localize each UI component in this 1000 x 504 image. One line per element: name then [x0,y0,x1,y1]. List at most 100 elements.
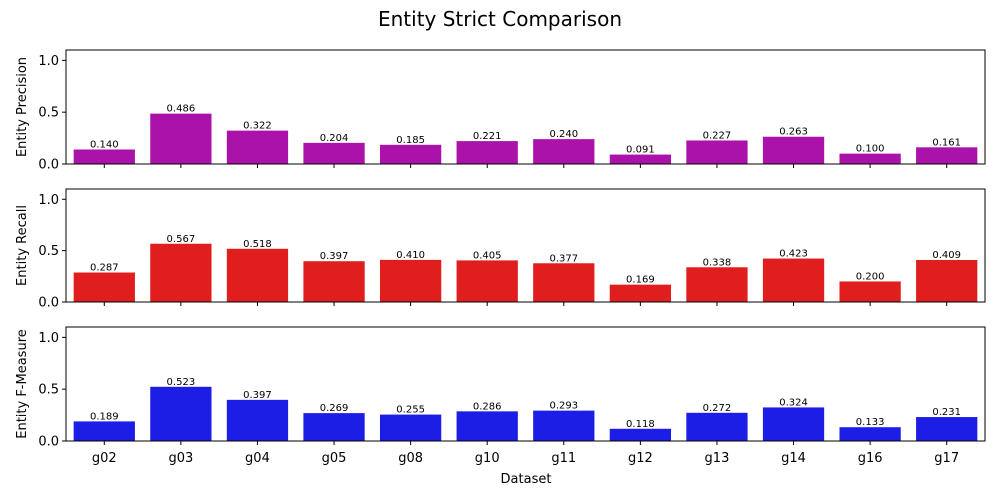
entity-precision-bar-g10 [456,141,518,164]
entity-precision-y-tick-label: 0.5 [38,106,59,121]
x-tick-label-g16: g16 [858,451,883,466]
entity-f-measure-y-axis-label: Entity F-Measure [15,329,30,439]
entity-recall-bar-g16 [839,281,901,302]
entity-f-measure-bar-g10 [456,411,518,441]
entity-recall-value-label-g03: 0.567 [167,234,196,245]
entity-recall-y-tick-label: 0.5 [38,244,59,259]
entity-recall-bar-g14 [762,258,825,302]
chart-title: Entity Strict Comparison [378,7,622,31]
entity-f-measure-bar-g13 [686,412,748,441]
entity-recall-bar-g13 [686,267,748,302]
entity-recall-bar-g04 [226,248,289,302]
entity-precision-bar-g13 [686,140,748,164]
entity-recall-y-axis-label: Entity Recall [15,205,30,286]
entity-precision-bar-g14 [762,136,825,164]
entity-f-measure-bar-g08 [379,414,442,441]
x-tick-label-g13: g13 [705,451,730,466]
x-tick-label-g04: g04 [245,451,270,466]
entity-f-measure-value-label-g17: 0.231 [932,407,961,418]
entity-f-measure-y-tick-label: 0.0 [38,435,59,450]
entity-precision-y-tick-label: 1.0 [38,54,59,69]
entity-f-measure-value-label-g04: 0.397 [243,390,272,401]
entity-f-measure-value-label-g11: 0.293 [549,401,578,412]
entity-precision-bar-g04 [226,130,289,164]
entity-precision-value-label-g12: 0.091 [626,145,655,156]
entity-precision-bar-g17 [916,147,978,164]
entity-f-measure-bar-g17 [916,417,978,441]
entity-precision-bar-g11 [533,139,595,164]
entity-recall-bar-g12 [609,284,672,302]
entity-recall-bar-g17 [916,259,978,302]
entity-f-measure-value-label-g02: 0.189 [90,411,119,422]
entity-f-measure-y-tick-label: 0.5 [38,383,59,398]
entity-precision-value-label-g14: 0.263 [779,127,808,138]
entity-recall-value-label-g05: 0.397 [320,251,349,262]
entity-f-measure-bar-g03 [150,386,212,441]
x-tick-label-g12: g12 [628,451,653,466]
entity-f-measure-bar-g11 [533,410,595,441]
x-tick-label-g05: g05 [322,451,347,466]
entity-precision-value-label-g04: 0.322 [243,121,272,132]
entity-f-measure-value-label-g08: 0.255 [396,405,425,416]
entity-f-measure-value-label-g16: 0.133 [856,417,885,428]
x-axis-label: Dataset [501,472,552,487]
entity-precision-value-label-g08: 0.185 [396,135,425,146]
entity-f-measure-bar-g05 [303,413,365,441]
entity-precision-bar-g05 [303,142,365,164]
x-tick-label-g10: g10 [475,451,500,466]
entity-recall-value-label-g04: 0.518 [243,239,272,250]
entity-recall-value-label-g11: 0.377 [549,253,578,264]
x-tick-label-g08: g08 [398,451,423,466]
entity-recall-bar-g05 [303,261,365,302]
entity-f-measure-value-label-g03: 0.523 [167,377,196,388]
entity-precision-bar-g02 [73,149,135,164]
entity-recall-bar-g03 [150,243,212,302]
entity-recall-bar-g10 [456,260,518,302]
entity-recall-y-tick-label: 0.0 [38,296,59,311]
entity-f-measure-value-label-g10: 0.286 [473,401,502,412]
entity-f-measure-bar-g16 [839,427,901,441]
entity-f-measure-bar-g12 [609,428,672,441]
entity-precision-value-label-g10: 0.221 [473,131,502,142]
entity-precision-axes-frame [65,49,986,165]
entity-recall-value-label-g10: 0.405 [473,250,502,261]
entity-precision-bar-g03 [150,113,212,164]
entity-f-measure-value-label-g14: 0.324 [779,397,808,408]
entity-f-measure-axes-frame [65,326,986,442]
entity-f-measure-y-tick-label: 1.0 [38,331,59,346]
entity-f-measure-bar-g02 [73,421,135,441]
entity-recall-value-label-g02: 0.287 [90,263,119,274]
x-tick-label-g17: g17 [934,451,959,466]
entity-recall-value-label-g16: 0.200 [856,271,885,282]
entity-f-measure-bar-g14 [762,407,825,441]
x-tick-label-g11: g11 [551,451,576,466]
entity-recall-value-label-g12: 0.169 [626,275,655,286]
entity-precision-bar-g08 [379,144,442,164]
entity-recall-value-label-g08: 0.410 [396,250,425,261]
entity-f-measure-value-label-g12: 0.118 [626,419,655,430]
entity-recall-bar-g11 [533,263,595,302]
entity-recall-axes-frame [65,188,986,303]
entity-recall-value-label-g13: 0.338 [703,257,732,268]
entity-precision-value-label-g17: 0.161 [932,137,961,148]
entity-f-measure-value-label-g13: 0.272 [703,403,732,414]
entity-precision-value-label-g05: 0.204 [320,133,349,144]
entity-recall-bar-g08 [379,259,442,302]
entity-recall-y-tick-label: 1.0 [38,193,59,208]
entity-precision-y-tick-label: 0.0 [38,158,59,173]
x-tick-label-g14: g14 [781,451,806,466]
entity-f-measure-value-label-g05: 0.269 [320,403,349,414]
entity-precision-value-label-g13: 0.227 [703,130,732,141]
entity-precision-value-label-g11: 0.240 [549,129,578,140]
entity-precision-y-axis-label: Entity Precision [15,57,30,157]
entity-precision-bar-g16 [839,153,901,164]
entity-recall-bar-g02 [73,272,135,302]
entity-recall-value-label-g14: 0.423 [779,249,808,260]
entity-precision-bar-g12 [609,154,672,164]
entity-f-measure-bar-g04 [226,399,289,441]
entity-precision-value-label-g03: 0.486 [167,104,196,115]
x-tick-label-g02: g02 [92,451,117,466]
entity-precision-value-label-g02: 0.140 [90,139,119,150]
